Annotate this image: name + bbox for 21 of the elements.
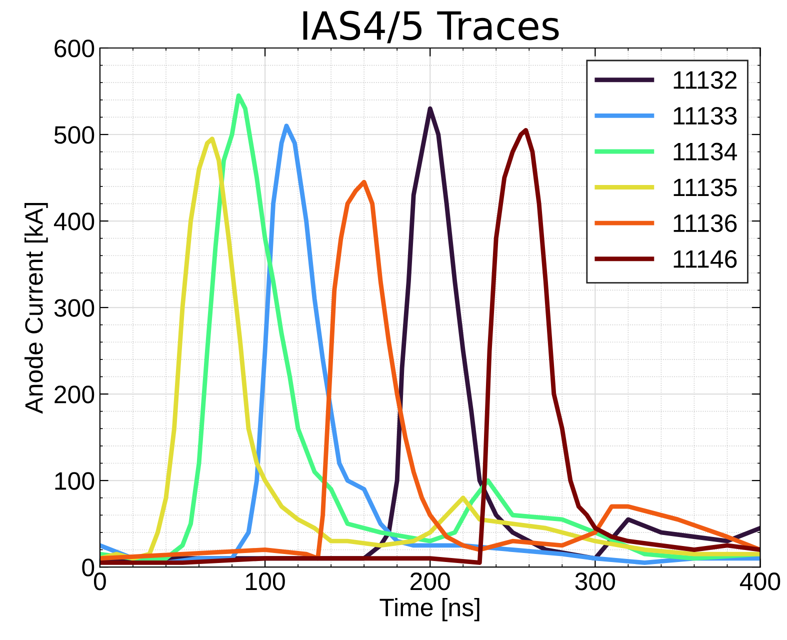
- legend-label: 11146: [674, 250, 737, 268]
- y-tick-label: 500: [54, 126, 94, 144]
- x-tick-label: 100: [246, 572, 285, 590]
- y-tick-label: 100: [55, 472, 94, 490]
- y-tick-label: 0: [82, 558, 94, 576]
- y-tick-label: 300: [54, 299, 94, 317]
- x-axis-title: Time [ns]: [380, 598, 480, 622]
- legend-label: 11136: [674, 214, 737, 232]
- x-tick-label: 300: [575, 572, 616, 590]
- legend-label: 11133: [674, 106, 737, 125]
- y-tick-label: 200: [54, 386, 94, 404]
- y-tick-label: 600: [54, 40, 94, 58]
- legend-label: 11135: [674, 178, 737, 196]
- legend-label: 11132: [674, 71, 736, 89]
- x-tick-label: 0: [94, 572, 106, 590]
- chart-title: IAS4/5 Traces: [303, 10, 559, 44]
- legend-label: 11134: [674, 142, 738, 160]
- y-tick-label: 400: [54, 212, 94, 230]
- y-axis-title: Anode Current [kA]: [24, 202, 48, 414]
- x-tick-label: 400: [740, 572, 780, 590]
- x-tick-label: 200: [410, 572, 450, 590]
